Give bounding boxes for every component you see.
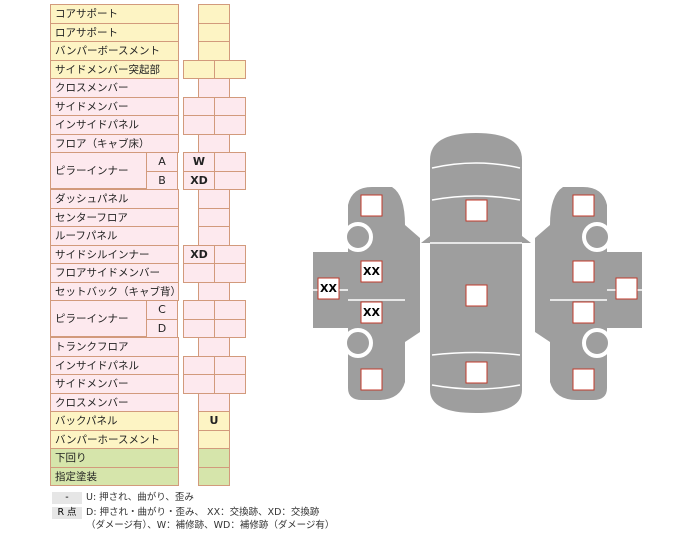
row-label: セットバック（キャブ背） [50,281,181,301]
cell [214,170,246,190]
cell [214,374,246,394]
check-box [572,260,595,283]
cell: W [183,152,215,172]
legend-text: D: 押され・曲がり・歪み、 XX：交換跡、XD：交換跡 [86,507,320,518]
wheel [343,222,373,252]
row-label: 指定塗装 [50,466,179,486]
row-label: ピラーインナー [50,300,147,337]
check-box [572,194,595,217]
legend-text: U: 押され、曲がり、歪み [86,492,194,503]
wheel [343,328,373,358]
row-label: サイドシルインナー [50,244,179,264]
row-label: インサイドパネル [50,355,179,375]
check-box [465,361,488,384]
row-label: インサイドパネル [50,115,179,135]
left-side-view [313,187,420,400]
legend-key: R 点 [52,507,82,519]
check-box [360,301,383,324]
legend-text: （ダメージ有）、W：補修跡、WD：補修跡（ダメージ有） [86,520,335,531]
cell [198,466,230,486]
top-view [421,133,531,413]
row-label: ダッシュパネル [50,189,179,209]
wheel [582,328,612,358]
check-box [572,368,595,391]
damage-mark: XX [363,306,380,319]
check-box [360,194,383,217]
wheel [582,222,612,252]
row-label: クロスメンバー [50,78,179,98]
damage-mark: XX [320,282,337,295]
row-label: バンパーホースメント [50,429,179,449]
check-box [572,301,595,324]
row-label: フロア（キャブ床） [50,133,179,153]
check-box [360,260,383,283]
check-box [615,277,638,300]
check-box [465,284,488,307]
cell [214,59,246,79]
check-box [465,199,488,222]
row-label: フロアサイドメンバー [50,263,179,283]
right-side-view [535,187,642,400]
check-box [317,277,340,300]
row-label: サイドメンバー突起部 [50,59,179,79]
cell [214,318,246,338]
cell [214,115,246,135]
row-label: ピラーインナー [50,152,147,189]
cell: XD [183,170,215,190]
row-label: バンパーボースメント [50,41,179,61]
damage-mark: XX [363,265,380,278]
check-box [360,368,383,391]
row-label: トランクフロア [50,337,179,357]
row-label: サイドメンバー [50,96,179,116]
legend-key: - [52,492,82,504]
sub-label: A [146,152,178,172]
cell [214,263,246,283]
